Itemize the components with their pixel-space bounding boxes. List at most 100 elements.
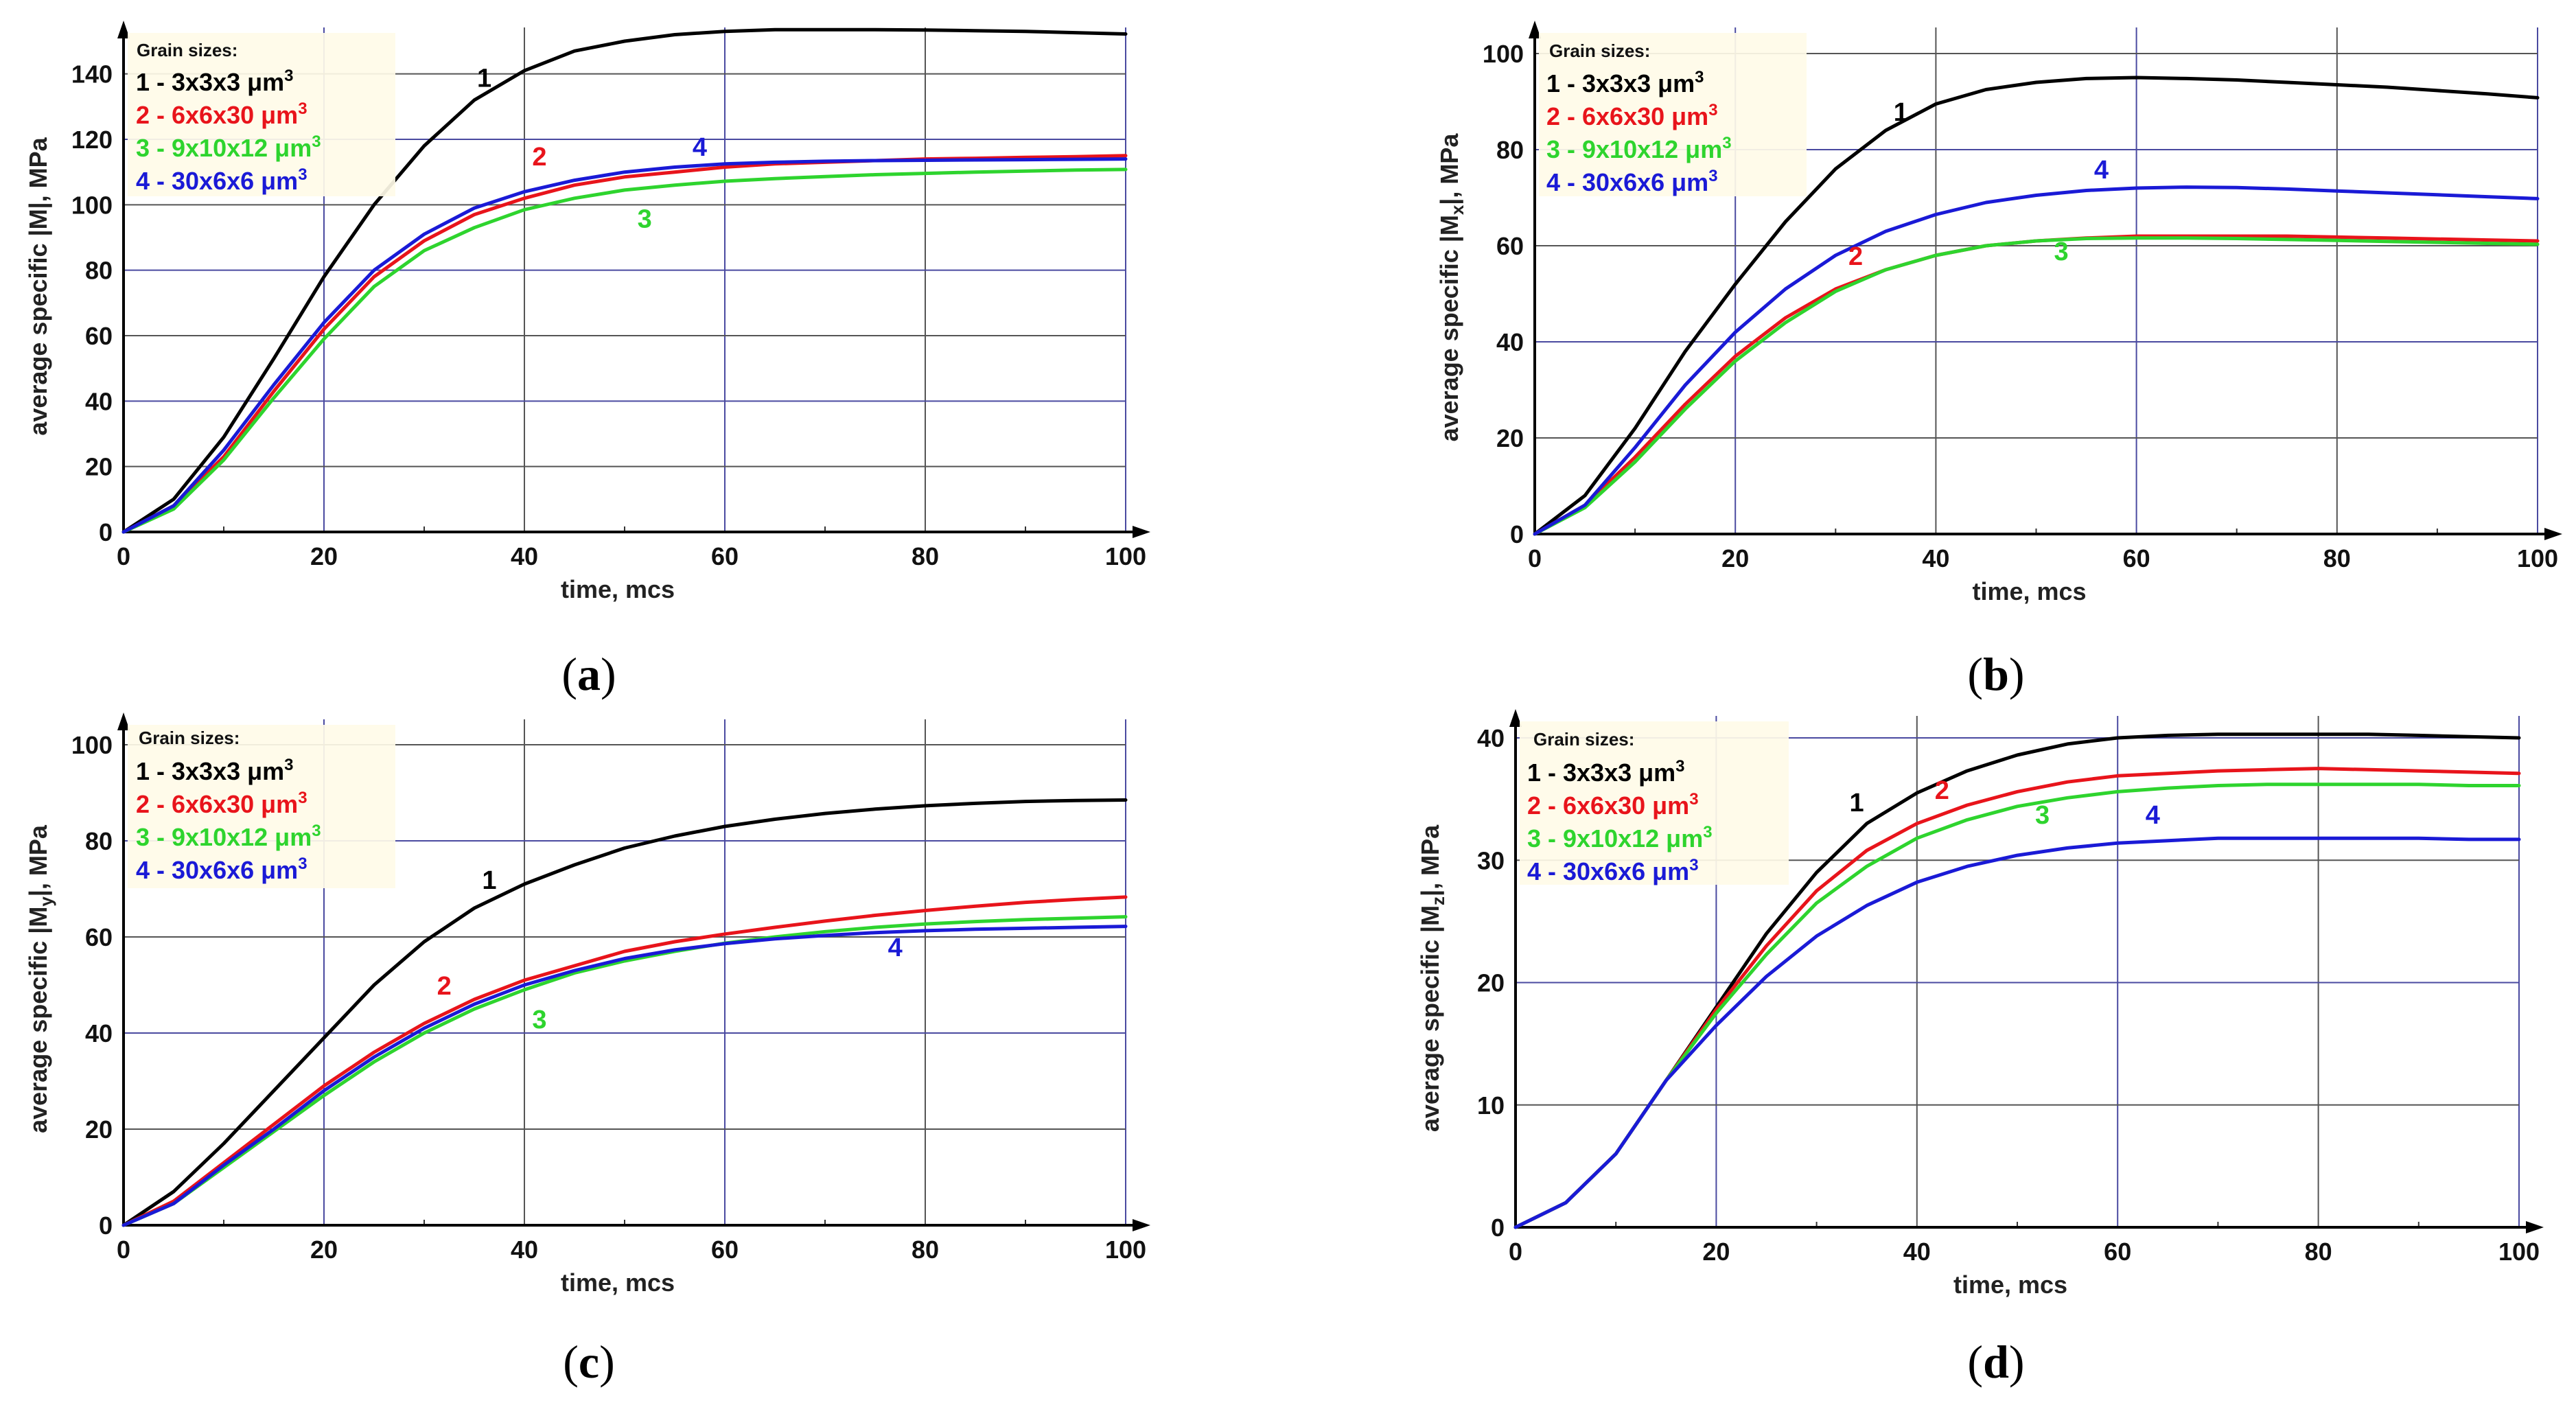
x-tick-label: 60 [2104,1238,2131,1266]
y-tick-label: 20 [1496,424,1524,452]
x-axis-label: time, mcs [1953,1271,2067,1299]
x-tick-label: 100 [1105,1236,1146,1264]
legend-entry-4: 4 - 30x6x6 μm3 [1527,856,1699,885]
y-axis-arrow [1529,21,1541,38]
series-line-4 [1533,185,2540,536]
x-tick-label: 60 [711,1236,739,1264]
panel-caption: (b) [1967,648,2024,700]
y-axis-label: average specific |My|, MPa [24,824,56,1133]
curve-label-3: 3 [2035,801,2050,830]
x-tick-label: 20 [310,542,338,570]
y-tick-label: 140 [71,60,113,89]
series-line-2 [121,895,1128,1227]
legend-title: Grain sizes: [1549,40,1650,61]
panel-caption: (a) [561,648,616,700]
x-tick-label: 60 [2123,544,2150,572]
legend-entry-1: 1 - 3x3x3 μm3 [136,756,294,785]
x-axis-label: time, mcs [561,575,675,603]
y-axis-arrow [117,712,130,730]
x-tick-label: 80 [912,1236,939,1264]
curve-label-4: 4 [2094,156,2109,185]
legend-entry-1: 1 - 3x3x3 μm3 [1546,68,1704,97]
curve-label-4: 4 [693,133,707,162]
y-axis-label: average specific |M|, MPa [24,137,53,435]
y-tick-label: 20 [85,1115,113,1144]
x-tick-label: 0 [1509,1238,1522,1266]
legend-entry-4: 4 - 30x6x6 μm3 [1546,167,1718,196]
y-tick-label: 20 [1477,969,1505,997]
x-tick-label: 80 [2323,544,2351,572]
x-tick-label: 20 [1702,1238,1730,1266]
x-tick-label: 40 [1903,1238,1931,1266]
y-tick-label: 0 [99,518,113,546]
y-tick-label: 100 [1483,40,1524,68]
series-line-4 [1513,836,2521,1229]
x-tick-label: 100 [2498,1238,2540,1266]
panel-caption: (d) [1967,1336,2024,1388]
legend-entry-4: 4 - 30x6x6 μm3 [136,165,308,195]
series-line-3 [121,915,1128,1227]
x-tick-label: 100 [1105,542,1146,570]
legend-title: Grain sizes: [137,40,237,60]
series-line-3 [121,167,1128,534]
curve-label-1: 1 [482,866,496,895]
curve-label-2: 2 [532,143,546,172]
x-tick-label: 0 [1528,544,1542,572]
y-tick-label: 80 [85,257,113,285]
y-tick-label: 80 [85,827,113,855]
curve-label-3: 3 [2054,237,2068,266]
y-tick-label: 60 [1496,232,1524,260]
y-tick-label: 40 [85,387,113,415]
y-tick-label: 60 [85,923,113,951]
panel-caption: (c) [563,1336,615,1388]
curve-label-3: 3 [532,1006,546,1034]
chart-panel-b: 0 20 40 60 80 100 0 20 40 60 80 100 time, mcs average… [1435,21,2562,605]
y-tick-label: 20 [85,453,113,481]
series-line-3 [1533,236,2540,536]
x-tick-label: 40 [511,542,538,570]
legend-entry-3: 3 - 9x10x12 μm3 [1546,134,1732,163]
legend-box [1539,33,1807,196]
y-tick-label: 40 [1477,724,1505,752]
y-tick-label: 30 [1477,846,1505,874]
series-line-1 [121,27,1128,534]
legend-entry-3: 3 - 9x10x12 μm3 [136,822,321,851]
legend-box [1520,721,1789,885]
legend-entry-2: 2 - 6x6x30 μm3 [1546,101,1718,130]
series-line-4 [121,157,1128,534]
y-tick-label: 0 [1491,1214,1505,1242]
series-line-1 [1533,76,2540,536]
x-tick-label: 20 [1721,544,1749,572]
legend-title: Grain sizes: [1533,729,1634,750]
curve-label-2: 2 [437,972,452,1001]
y-tick-label: 60 [85,322,113,350]
y-axis-label: average specific |Mx|, MPa [1435,133,1467,442]
y-tick-label: 100 [71,731,113,759]
curve-label-1: 1 [1894,98,1908,127]
legend-entry-2: 2 - 6x6x30 μm3 [136,789,308,818]
y-tick-label: 40 [1496,328,1524,356]
legend-entry-3: 3 - 9x10x12 μm3 [1527,823,1713,853]
y-tick-label: 120 [71,126,113,154]
x-tick-label: 0 [117,542,130,570]
curve-label-3: 3 [638,205,652,234]
y-tick-label: 0 [99,1211,113,1240]
y-axis-arrow [117,21,130,38]
legend-entry-3: 3 - 9x10x12 μm3 [136,132,321,162]
y-tick-label: 0 [1510,520,1524,548]
y-tick-label: 40 [85,1019,113,1047]
x-tick-label: 0 [117,1236,130,1264]
curve-label-2: 2 [1848,242,1863,271]
x-tick-label: 80 [912,542,939,570]
legend-entry-2: 2 - 6x6x30 μm3 [136,100,308,129]
curve-label-4: 4 [2146,801,2160,830]
curve-label-1: 1 [477,65,491,93]
curve-label-4: 4 [888,934,903,962]
legend-title: Grain sizes: [139,728,240,748]
series-line-4 [121,925,1128,1227]
series-line-3 [1513,782,2521,1229]
x-axis-arrow [1133,1219,1150,1231]
y-tick-label: 100 [71,191,113,219]
y-tick-label: 80 [1496,136,1524,164]
curve-label-2: 2 [1935,776,1949,805]
